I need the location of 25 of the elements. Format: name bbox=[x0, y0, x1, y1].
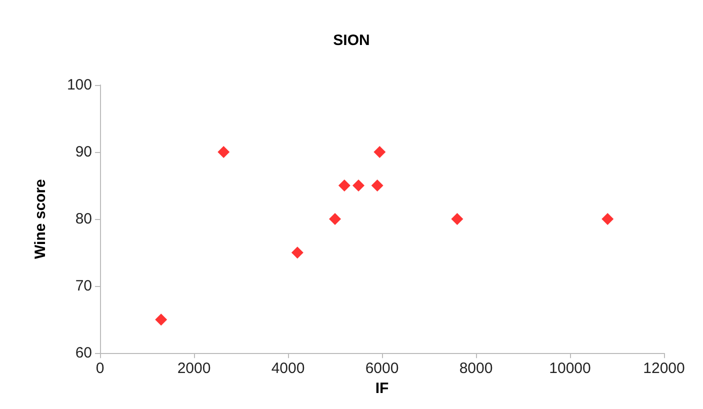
y-tick-label: 70 bbox=[75, 278, 92, 295]
y-tick-label: 100 bbox=[66, 76, 92, 94]
point bbox=[291, 246, 304, 259]
y-tick-label: 80 bbox=[75, 210, 92, 228]
x-tick-label: 6000 bbox=[365, 360, 399, 378]
point bbox=[155, 314, 168, 326]
x-tick-label: 2000 bbox=[177, 360, 211, 378]
point bbox=[218, 146, 230, 158]
point bbox=[451, 213, 464, 226]
y-tick-label: 90 bbox=[75, 144, 92, 161]
y-tick-label: 60 bbox=[75, 344, 92, 362]
point bbox=[374, 146, 386, 158]
point bbox=[352, 180, 364, 192]
x-tick-label: 0 bbox=[96, 360, 104, 378]
point bbox=[338, 180, 350, 192]
x-tick-label: 8000 bbox=[459, 360, 493, 378]
point bbox=[602, 213, 614, 226]
point bbox=[371, 180, 384, 192]
x-tick-label: 12000 bbox=[643, 360, 685, 378]
chart-title: SION bbox=[333, 32, 370, 49]
y-axis-title: Wine score bbox=[32, 179, 49, 260]
x-axis-title: IF bbox=[375, 380, 389, 397]
point bbox=[329, 213, 341, 226]
x-tick-label: 10000 bbox=[549, 360, 591, 378]
x-tick-label: 4000 bbox=[271, 360, 305, 378]
